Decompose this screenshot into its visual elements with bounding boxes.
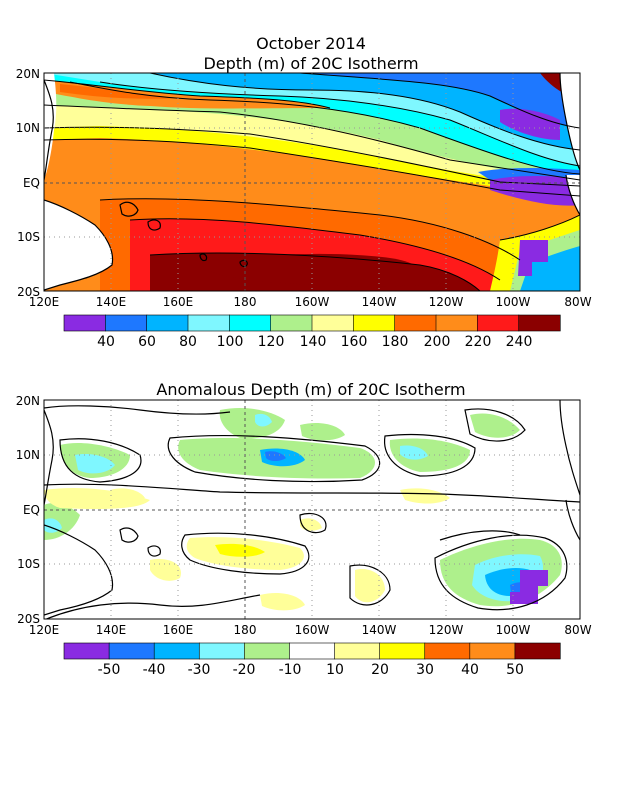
lon-label: 140E — [96, 623, 127, 637]
colorbar-swatch — [63, 642, 110, 660]
colorbar-swatch — [311, 314, 354, 332]
lon-label: 180 — [234, 295, 257, 309]
lon-label: 120E — [29, 295, 60, 309]
colorbar-label: 40 — [461, 662, 479, 678]
colorbar-label: 80 — [179, 334, 197, 350]
panel1-map — [44, 73, 580, 291]
lon-label: 120W — [429, 623, 464, 637]
colorbar-label: 20 — [371, 662, 389, 678]
colorbar-label: 220 — [465, 334, 492, 350]
colorbar-swatch — [153, 642, 200, 660]
colorbar-swatch — [289, 642, 336, 660]
colorbar-swatch — [146, 314, 189, 332]
panel2-colorbar — [63, 642, 561, 660]
lon-label: 160W — [295, 623, 330, 637]
lat-label: 10S — [17, 230, 40, 244]
colorbar-swatch — [270, 314, 313, 332]
colorbar-swatch — [379, 642, 426, 660]
lon-label: 120W — [429, 295, 464, 309]
lat-label: 10N — [16, 121, 40, 135]
colorbar-label: -50 — [98, 662, 121, 678]
figure-title: October 2014 — [256, 34, 366, 53]
colorbar-swatch — [514, 642, 561, 660]
colorbar-swatch — [424, 642, 471, 660]
colorbar-label: 10 — [326, 662, 344, 678]
colorbar-swatch — [105, 314, 148, 332]
lon-label: 100W — [496, 623, 531, 637]
colorbar-label: -10 — [279, 662, 302, 678]
panel2-title: Anomalous Depth (m) of 20C Isotherm — [156, 380, 465, 399]
colorbar-swatch — [187, 314, 230, 332]
lon-label: 160E — [163, 623, 194, 637]
colorbar-swatch — [63, 314, 106, 332]
colorbar-swatch — [435, 314, 478, 332]
panel1-frame — [43, 72, 581, 292]
colorbar-swatch — [229, 314, 272, 332]
colorbar-label: 140 — [300, 334, 327, 350]
colorbar-label: 180 — [382, 334, 409, 350]
colorbar-label: 200 — [424, 334, 451, 350]
colorbar-label: 120 — [258, 334, 285, 350]
panel1-colorbar-labels: 40 60 80 100 120 140 160 180 200 220 240 — [97, 334, 532, 350]
colorbar-swatch — [108, 642, 155, 660]
colorbar-swatch — [353, 314, 396, 332]
lat-label: 20N — [16, 394, 40, 408]
lat-label: 20N — [16, 67, 40, 81]
lat-label: 10S — [17, 557, 40, 571]
lat-label: 20S — [17, 285, 40, 299]
colorbar-label: 160 — [341, 334, 368, 350]
lat-label: 10N — [16, 448, 40, 462]
lon-label: 80W — [564, 295, 591, 309]
panel1-lat-axis: 20N 10N EQ 10S 20S — [16, 67, 40, 299]
panel2-lat-axis: 20N 10N EQ 10S 20S — [16, 394, 40, 626]
panel1-title: Depth (m) of 20C Isotherm — [203, 54, 418, 73]
lon-label: 80W — [564, 623, 591, 637]
panel2-lon-axis: 120E 140E 160E 180 160W 140W 120W 100W 8… — [29, 623, 592, 637]
panel2-map — [44, 400, 580, 619]
lon-label: 180 — [234, 623, 257, 637]
colorbar-label: -40 — [143, 662, 166, 678]
colorbar-swatch — [469, 642, 516, 660]
lon-label: 160E — [163, 295, 194, 309]
colorbar-swatch — [394, 314, 437, 332]
lon-label: 140E — [96, 295, 127, 309]
colorbar-label: -20 — [233, 662, 256, 678]
colorbar-label: 30 — [416, 662, 434, 678]
panel1-colorbar — [63, 314, 561, 332]
colorbar-swatch — [477, 314, 520, 332]
lat-label: EQ — [23, 503, 40, 517]
lon-label: 100W — [496, 295, 531, 309]
colorbar-swatch — [334, 642, 381, 660]
colorbar-label: 240 — [506, 334, 533, 350]
lon-label: 160W — [295, 295, 330, 309]
panel1-lon-axis: 120E 140E 160E 180 160W 140W 120W 100W 8… — [29, 295, 592, 309]
colorbar-swatch — [518, 314, 561, 332]
lon-label: 120E — [29, 623, 60, 637]
colorbar-label: 40 — [97, 334, 115, 350]
lon-label: 140W — [362, 623, 397, 637]
colorbar-swatch — [244, 642, 291, 660]
lat-label: 20S — [17, 612, 40, 626]
lon-label: 140W — [362, 295, 397, 309]
lat-label: EQ — [23, 176, 40, 190]
panel2-frame — [43, 399, 581, 620]
colorbar-label: 60 — [138, 334, 156, 350]
colorbar-swatch — [198, 642, 245, 660]
panel2-colorbar-labels: -50 -40 -30 -20 -10 10 20 30 40 50 — [98, 662, 524, 678]
colorbar-label: 100 — [217, 334, 244, 350]
colorbar-label: 50 — [506, 662, 524, 678]
colorbar-label: -30 — [188, 662, 211, 678]
